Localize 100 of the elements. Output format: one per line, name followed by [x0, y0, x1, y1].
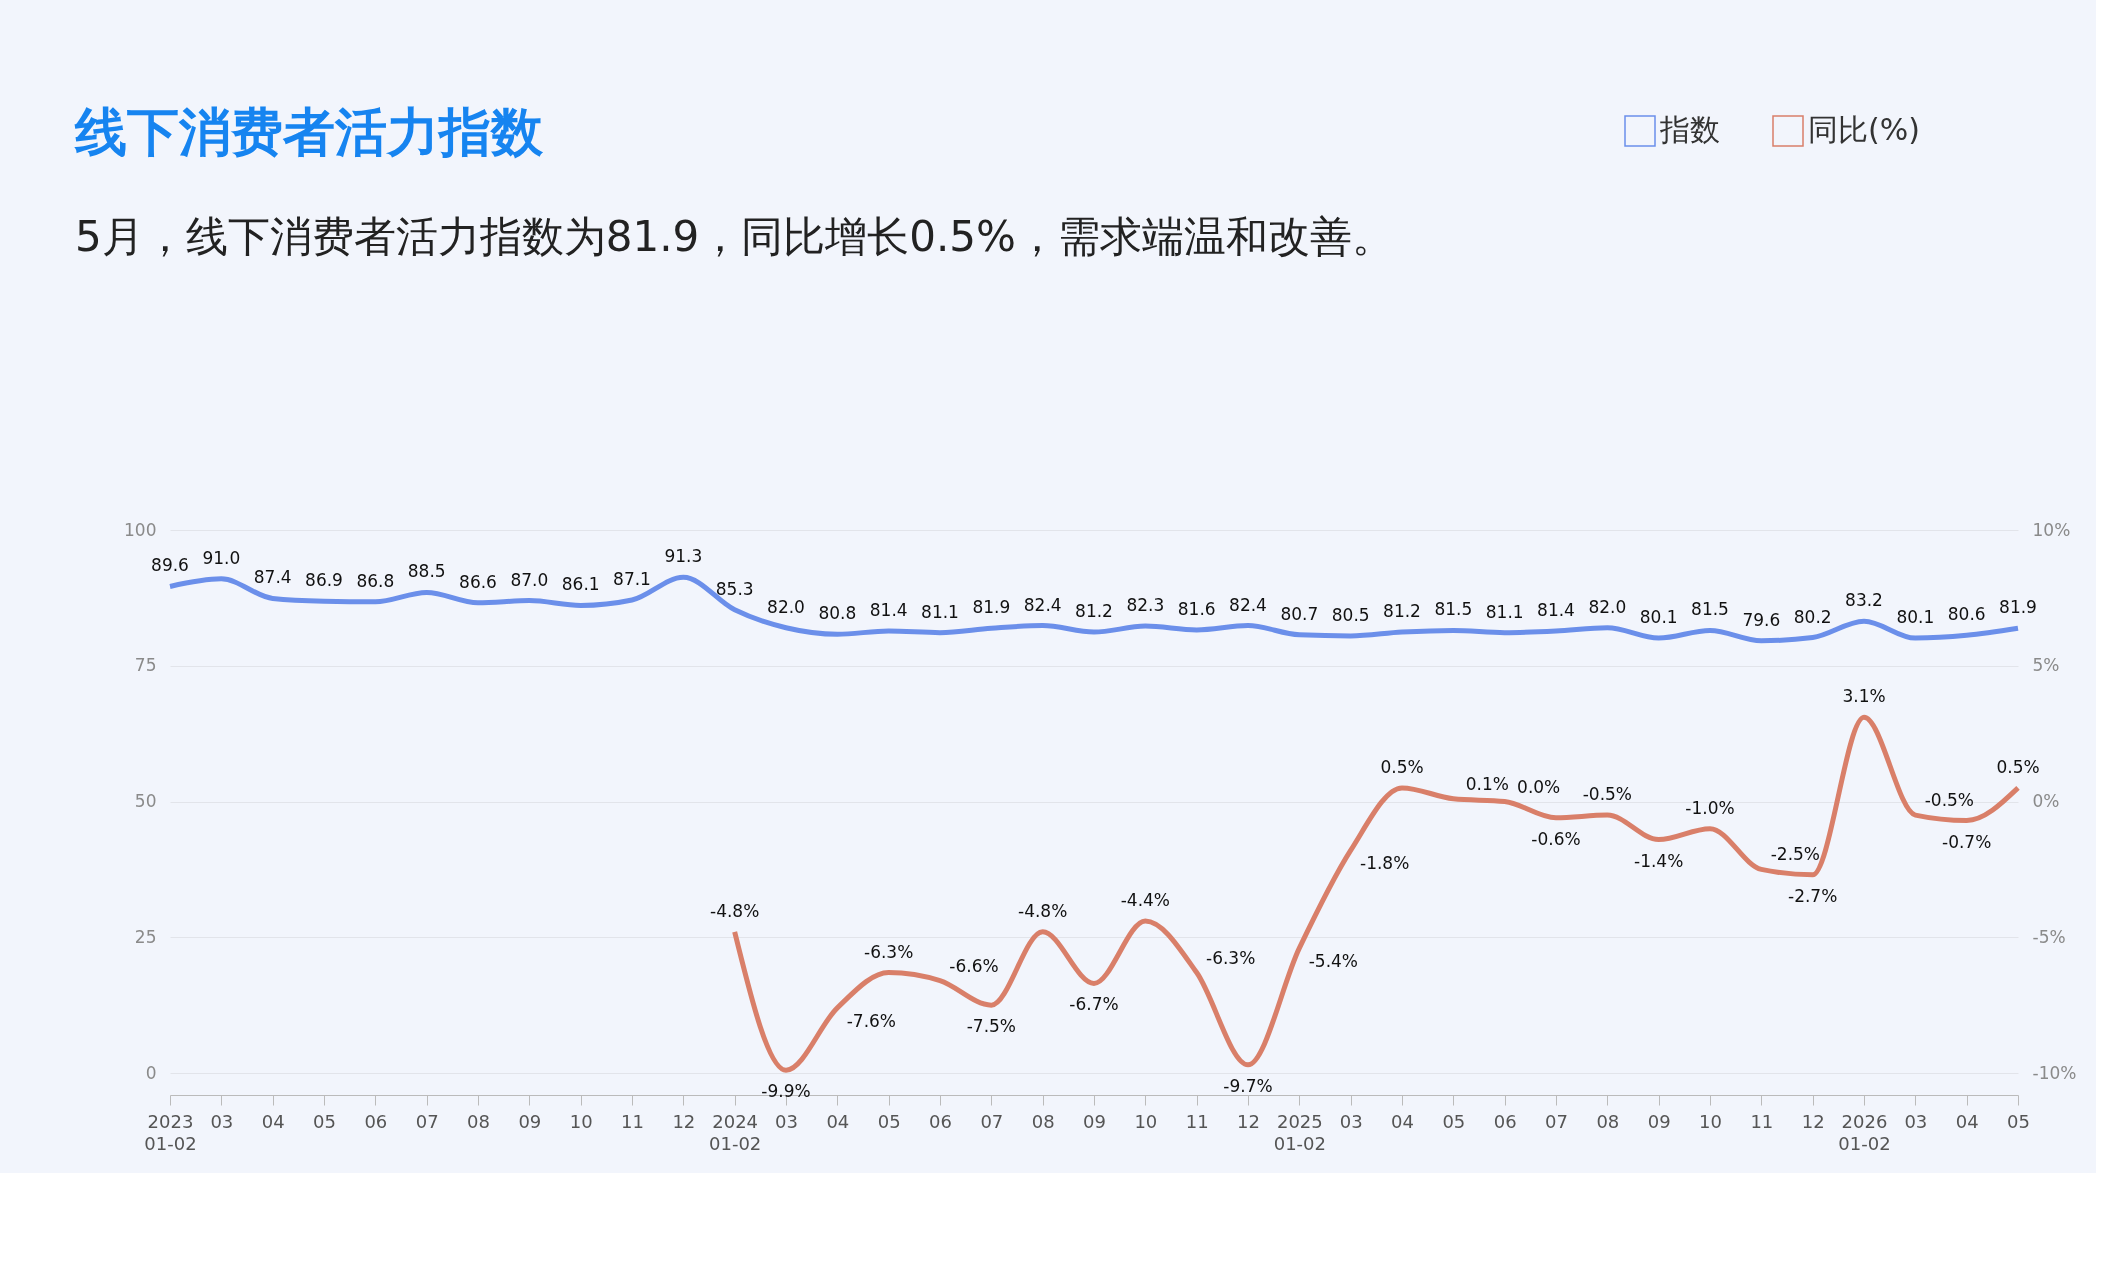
- data-label: 86.1: [561, 574, 600, 595]
- data-label: 3.1%: [1842, 686, 1886, 707]
- data-label: 81.9: [1999, 597, 2037, 618]
- data-label: -4.4%: [1120, 889, 1170, 910]
- y2-tick-label: -10%: [2032, 1062, 2077, 1083]
- x-tick-label: 09: [1083, 1110, 1106, 1132]
- data-label: 81.4: [869, 600, 908, 620]
- data-label: 81.6: [1177, 598, 1216, 619]
- x-tick-label: 12: [1801, 1110, 1825, 1132]
- x-tick-label: 2026 01-02: [1838, 1110, 1891, 1154]
- data-label: -0.5%: [1924, 790, 1974, 811]
- legend-label: 同比(%): [1808, 112, 1920, 147]
- x-tick-label: 08: [1596, 1110, 1620, 1132]
- data-label: -6.3%: [864, 941, 914, 962]
- data-label: 82.3: [1126, 595, 1165, 616]
- x-tick-label: 12: [672, 1110, 696, 1132]
- x-tick-label: 2024 01-02: [709, 1110, 762, 1154]
- data-label: -9.9%: [761, 1081, 811, 1102]
- data-label: 0.5%: [1996, 756, 2040, 777]
- data-label: -2.7%: [1788, 885, 1838, 906]
- data-label: 87.0: [510, 569, 549, 590]
- x-tick-label: 12: [1237, 1110, 1260, 1132]
- x-tick-label: 10: [1134, 1110, 1158, 1132]
- data-label: 83.2: [1845, 590, 1883, 611]
- x-tick-label: 07: [1545, 1110, 1568, 1132]
- data-label: 80.8: [818, 603, 857, 624]
- data-label: -4.8%: [710, 900, 760, 921]
- data-label: 81.2: [1383, 601, 1421, 622]
- data-label: -1.4%: [1634, 850, 1684, 871]
- data-label: 80.6: [1947, 604, 1986, 625]
- x-tick-label: 07: [415, 1110, 439, 1132]
- x-tick-label: 03: [1339, 1110, 1363, 1132]
- x-tick-label: 04: [1955, 1110, 1979, 1132]
- x-tick-label: 11: [1185, 1110, 1209, 1132]
- chart-subtitle: 5月，线下消费者活力指数为81.9，同比增长0.5%，需求端温和改善。: [75, 212, 1394, 261]
- data-label: 80.2: [1793, 606, 1832, 627]
- x-tick-label: 11: [621, 1110, 644, 1132]
- data-label: -6.6%: [949, 955, 999, 976]
- legend-label: 指数: [1659, 112, 1720, 147]
- data-label: 82.0: [767, 596, 805, 617]
- x-tick-label: 08: [1031, 1110, 1055, 1132]
- data-label: 80.1: [1896, 607, 1935, 628]
- x-tick-label: 09: [518, 1110, 542, 1132]
- data-label: 81.2: [1075, 601, 1113, 622]
- chart-title: 线下消费者活力指数: [74, 102, 544, 162]
- data-label: 87.4: [253, 567, 292, 588]
- y-tick-label: 25: [134, 926, 157, 947]
- data-label: 86.9: [305, 570, 343, 591]
- data-label: 79.6: [1742, 609, 1781, 630]
- x-tick-label: 06: [929, 1110, 952, 1132]
- data-label: -7.6%: [846, 1010, 896, 1031]
- data-label: 81.4: [1537, 600, 1575, 620]
- x-tick-label: 09: [1647, 1110, 1671, 1132]
- y2-tick-label: 10%: [2032, 519, 2071, 540]
- x-tick-label: 04: [1391, 1110, 1414, 1132]
- x-tick-label: 05: [1442, 1110, 1466, 1132]
- x-tick-label: 04: [826, 1110, 850, 1132]
- x-tick-label: 03: [775, 1110, 798, 1132]
- data-label: 86.6: [459, 571, 497, 592]
- data-label: 91.3: [664, 546, 703, 567]
- x-tick-label: 03: [210, 1110, 234, 1132]
- x-tick-label: 10: [1699, 1110, 1722, 1132]
- x-tick-label: 2023 01-02: [144, 1110, 197, 1154]
- data-label: 0.1%: [1465, 773, 1509, 794]
- data-label: -4.8%: [1018, 900, 1068, 921]
- x-tick-label: 08: [467, 1110, 490, 1132]
- data-label: -6.7%: [1069, 994, 1119, 1015]
- data-label: 91.0: [202, 547, 241, 568]
- data-label: 81.5: [1434, 599, 1473, 620]
- data-label: -7.5%: [966, 1016, 1016, 1037]
- data-label: 87.1: [613, 569, 651, 590]
- data-label: 82.4: [1229, 594, 1267, 615]
- data-label: -1.0%: [1685, 797, 1735, 818]
- y-tick-label: 50: [134, 791, 157, 811]
- x-tick-label: 04: [261, 1110, 285, 1132]
- x-tick-label: 06: [364, 1110, 388, 1132]
- data-label: 85.3: [715, 578, 754, 599]
- x-tick-label: 06: [1493, 1110, 1517, 1132]
- data-label: 82.0: [1588, 596, 1627, 617]
- data-label: 80.7: [1280, 603, 1319, 624]
- data-label: 88.5: [407, 561, 446, 582]
- x-tick-label: 05: [313, 1110, 336, 1132]
- x-tick-label: 07: [980, 1110, 1004, 1132]
- y2-tick-label: -5%: [2032, 926, 2066, 947]
- data-label: -0.6%: [1531, 828, 1581, 849]
- x-tick-label: 05: [877, 1110, 901, 1132]
- data-label: 86.8: [356, 570, 395, 591]
- data-label: -2.5%: [1770, 844, 1820, 865]
- data-label: -0.5%: [1582, 784, 1632, 805]
- y-tick-label: 100: [124, 519, 157, 540]
- y2-tick-label: 0%: [2032, 791, 2060, 811]
- data-label: 81.5: [1691, 599, 1729, 620]
- y2-tick-label: 5%: [2032, 655, 2060, 676]
- data-label: -1.8%: [1360, 853, 1410, 874]
- data-label: 82.4: [1023, 594, 1062, 615]
- x-tick-label: 2025 01-02: [1273, 1110, 1326, 1154]
- data-label: 80.5: [1331, 604, 1370, 625]
- data-label: 0.5%: [1380, 756, 1424, 777]
- x-tick-label: 03: [1904, 1110, 1928, 1132]
- data-label: 81.1: [1485, 601, 1524, 622]
